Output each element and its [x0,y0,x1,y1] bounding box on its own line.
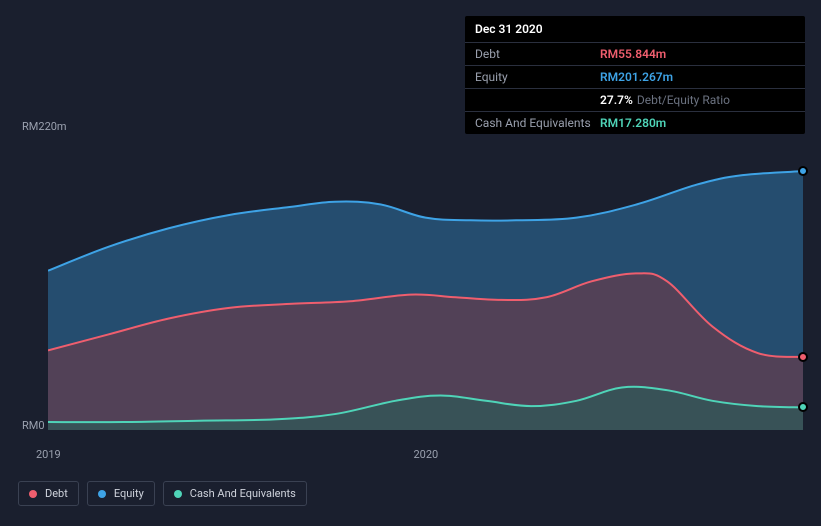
tooltip-row-value: RM201.267m [600,70,673,84]
tooltip-row-label [475,93,600,107]
tooltip-row-secondary: Debt/Equity Ratio [637,93,730,107]
tooltip-row: DebtRM55.844m [465,43,805,66]
tooltip-date: Dec 31 2020 [465,16,805,43]
tooltip-row-label: Equity [475,70,600,84]
legend-item-cash-and-equivalents[interactable]: Cash And Equivalents [163,481,307,506]
tooltip-row: 27.7%Debt/Equity Ratio [465,89,805,112]
tooltip-row-value: 27.7%Debt/Equity Ratio [600,93,730,107]
legend-item-equity[interactable]: Equity [87,481,155,506]
legend-label: Equity [114,487,144,500]
chart-area: RM220m RM0 [18,120,803,450]
legend-item-debt[interactable]: Debt [18,481,79,506]
tooltip-row-label: Debt [475,47,600,61]
area-chart-svg [48,138,803,430]
x-axis-tick-label: 2019 [36,448,61,461]
series-end-marker [798,166,808,176]
series-end-marker [798,402,808,412]
y-axis-max-label: RM220m [22,120,67,133]
legend-dot-icon [29,490,37,498]
legend: Debt Equity Cash And Equivalents [18,481,307,506]
legend-dot-icon [98,490,106,498]
tooltip-row: EquityRM201.267m [465,66,805,89]
x-axis-labels: 2019 2020 [18,448,803,464]
series-end-marker [798,352,808,362]
legend-label: Debt [45,487,68,500]
x-axis-tick-label: 2020 [414,448,439,461]
y-axis-min-label: RM0 [22,419,45,432]
legend-dot-icon [174,490,182,498]
legend-label: Cash And Equivalents [190,487,296,500]
tooltip-panel: Dec 31 2020 DebtRM55.844mEquityRM201.267… [465,16,805,134]
tooltip-row-value: RM55.844m [600,47,666,61]
